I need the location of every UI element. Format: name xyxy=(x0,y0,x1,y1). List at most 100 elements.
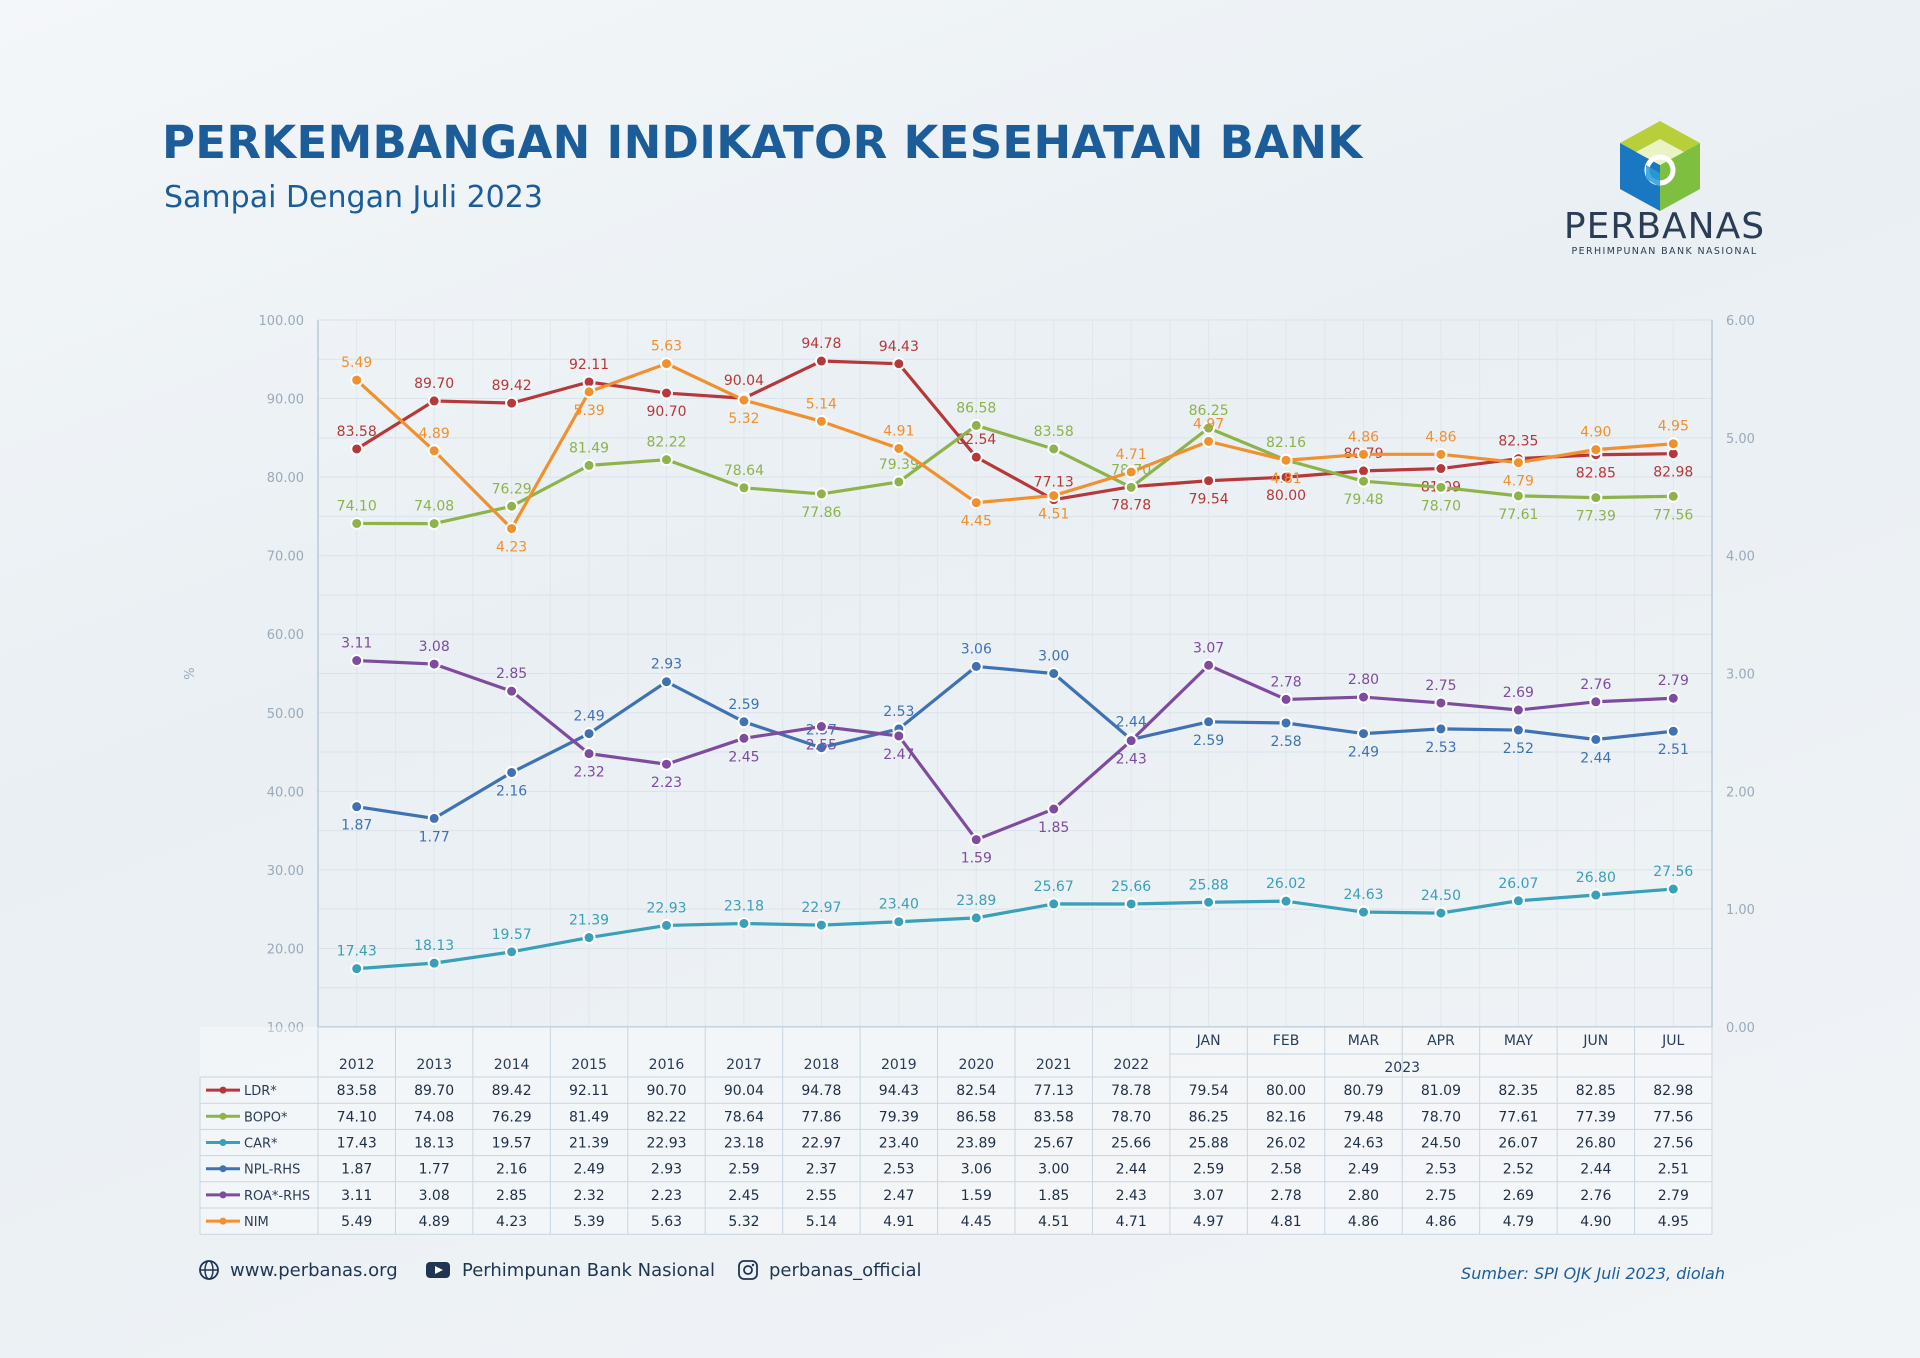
data-point-npl-rhs xyxy=(1434,722,1448,736)
table-cell-nim: 5.39 xyxy=(573,1214,604,1230)
series-line-nim xyxy=(355,361,1674,531)
logo-name: PERBANAS xyxy=(1563,206,1766,247)
table-cell-roa-rhs: 2.55 xyxy=(806,1188,837,1204)
legend-label-roa-rhs: ROA*-RHS xyxy=(244,1189,310,1204)
table-cell-bopo: 78.64 xyxy=(724,1109,764,1125)
data-label-car: 22.93 xyxy=(646,900,686,916)
table-cell-car: 24.63 xyxy=(1343,1136,1383,1152)
table-cell-car: 26.02 xyxy=(1266,1136,1306,1152)
data-label-roa-rhs: 2.43 xyxy=(1116,752,1147,768)
table-cell-nim: 4.23 xyxy=(496,1214,527,1230)
data-label-roa-rhs: 2.32 xyxy=(573,765,604,781)
data-label-nim: 4.97 xyxy=(1193,416,1224,432)
data-label-nim: 4.89 xyxy=(419,426,450,442)
table-cell-car: 26.07 xyxy=(1498,1136,1538,1152)
data-point-car xyxy=(1279,894,1293,908)
table-cell-ldr: 79.54 xyxy=(1189,1083,1229,1099)
data-point-car xyxy=(969,911,983,925)
series-line-npl-rhs xyxy=(356,664,1674,821)
data-label-nim: 4.81 xyxy=(1270,471,1301,487)
data-point-roa-rhs xyxy=(1202,658,1216,672)
table-cell-nim: 4.97 xyxy=(1193,1214,1224,1230)
data-point-roa-rhs xyxy=(1511,703,1525,717)
table-cell-ldr: 94.43 xyxy=(879,1083,919,1099)
data-label-npl-rhs: 2.53 xyxy=(883,704,914,720)
table-cell-npl-rhs: 2.52 xyxy=(1503,1162,1534,1178)
data-label-nim: 4.86 xyxy=(1348,429,1379,445)
data-point-bopo xyxy=(892,475,906,489)
table-cell-car: 17.43 xyxy=(337,1136,377,1152)
data-point-npl-rhs xyxy=(350,800,364,814)
footer-youtube[interactable]: Perhimpunan Bank Nasional xyxy=(424,1259,715,1281)
footer-website[interactable]: www.perbanas.org xyxy=(198,1259,398,1281)
legend-label-nim: NIM xyxy=(244,1215,269,1230)
table-cell-npl-rhs: 3.00 xyxy=(1038,1162,1069,1178)
table-cell-car: 22.93 xyxy=(646,1136,686,1152)
data-label-ldr: 80.00 xyxy=(1266,488,1306,504)
data-label-car: 25.88 xyxy=(1189,877,1229,893)
y2-tick-label: 4.00 xyxy=(1726,550,1755,565)
table-cell-nim: 5.49 xyxy=(341,1214,372,1230)
data-point-bopo xyxy=(1589,491,1603,505)
data-point-nim xyxy=(969,496,983,510)
table-cell-npl-rhs: 2.59 xyxy=(728,1162,759,1178)
x-tick-label: JAN xyxy=(1196,1033,1221,1049)
table-cell-bopo: 77.39 xyxy=(1576,1109,1616,1125)
table-cell-car: 24.50 xyxy=(1421,1136,1461,1152)
instagram-icon xyxy=(738,1260,758,1280)
data-point-nim xyxy=(892,441,906,455)
table-cell-bopo: 82.16 xyxy=(1266,1109,1306,1125)
data-label-car: 24.63 xyxy=(1343,887,1383,903)
data-label-roa-rhs: 2.78 xyxy=(1270,674,1301,690)
footer-instagram[interactable]: perbanas_official xyxy=(737,1259,922,1281)
data-point-bopo xyxy=(427,517,441,531)
data-point-roa-rhs xyxy=(1666,691,1680,705)
table-cell-bopo: 74.10 xyxy=(337,1109,377,1125)
data-label-bopo: 79.48 xyxy=(1343,492,1383,508)
data-point-roa-rhs xyxy=(737,731,751,745)
data-label-nim: 4.95 xyxy=(1658,419,1689,435)
table-cell-ldr: 80.00 xyxy=(1266,1083,1306,1099)
table-cell-car: 19.57 xyxy=(492,1136,532,1152)
table-cell-nim: 5.14 xyxy=(806,1214,837,1230)
x-tick-label: 2021 xyxy=(1036,1057,1072,1073)
data-point-nim xyxy=(1511,456,1525,470)
table-cell-npl-rhs: 2.53 xyxy=(883,1162,914,1178)
x-tick-label: JUN xyxy=(1582,1033,1608,1049)
y2-tick-label: 0.00 xyxy=(1726,1021,1755,1036)
data-point-npl-rhs xyxy=(969,659,983,673)
table-cell-bopo: 78.70 xyxy=(1421,1109,1461,1125)
legend-marker-nim xyxy=(219,1217,227,1225)
series-line-bopo xyxy=(356,423,1674,526)
data-label-ldr: 83.58 xyxy=(337,424,377,440)
data-point-car xyxy=(582,931,596,945)
data-label-car: 26.80 xyxy=(1576,870,1616,886)
data-label-nim: 4.79 xyxy=(1503,474,1534,490)
legend-label-bopo: BOPO* xyxy=(244,1110,288,1125)
y-tick-label: 40.00 xyxy=(267,785,304,800)
data-label-bopo: 77.56 xyxy=(1653,507,1693,523)
data-point-nim xyxy=(1589,443,1603,457)
table-cell-ldr: 81.09 xyxy=(1421,1083,1461,1099)
data-point-car xyxy=(737,916,751,930)
legend-label-car: CAR* xyxy=(244,1137,278,1152)
table-cell-nim: 4.45 xyxy=(961,1214,992,1230)
data-point-roa-rhs xyxy=(660,757,673,771)
data-label-nim: 5.39 xyxy=(573,403,604,419)
table-cell-ldr: 90.04 xyxy=(724,1083,764,1099)
data-point-ldr xyxy=(505,396,519,410)
table-cell-bopo: 76.29 xyxy=(492,1109,532,1125)
y-tick-label: 100.00 xyxy=(259,314,305,329)
data-label-npl-rhs: 1.77 xyxy=(419,829,450,845)
legend-label-npl-rhs: NPL-RHS xyxy=(244,1163,300,1178)
table-cell-ldr: 92.11 xyxy=(569,1083,609,1099)
data-point-nim xyxy=(814,414,828,428)
table-cell-ldr: 80.79 xyxy=(1343,1083,1383,1099)
data-point-npl-rhs xyxy=(582,727,596,741)
table-cell-ldr: 83.58 xyxy=(337,1083,377,1099)
table-cell-roa-rhs: 3.07 xyxy=(1193,1188,1224,1204)
data-point-npl-rhs xyxy=(1047,667,1061,680)
data-label-npl-rhs: 2.93 xyxy=(651,657,682,673)
table-cell-roa-rhs: 2.75 xyxy=(1425,1188,1456,1204)
data-point-nim xyxy=(1124,465,1138,479)
